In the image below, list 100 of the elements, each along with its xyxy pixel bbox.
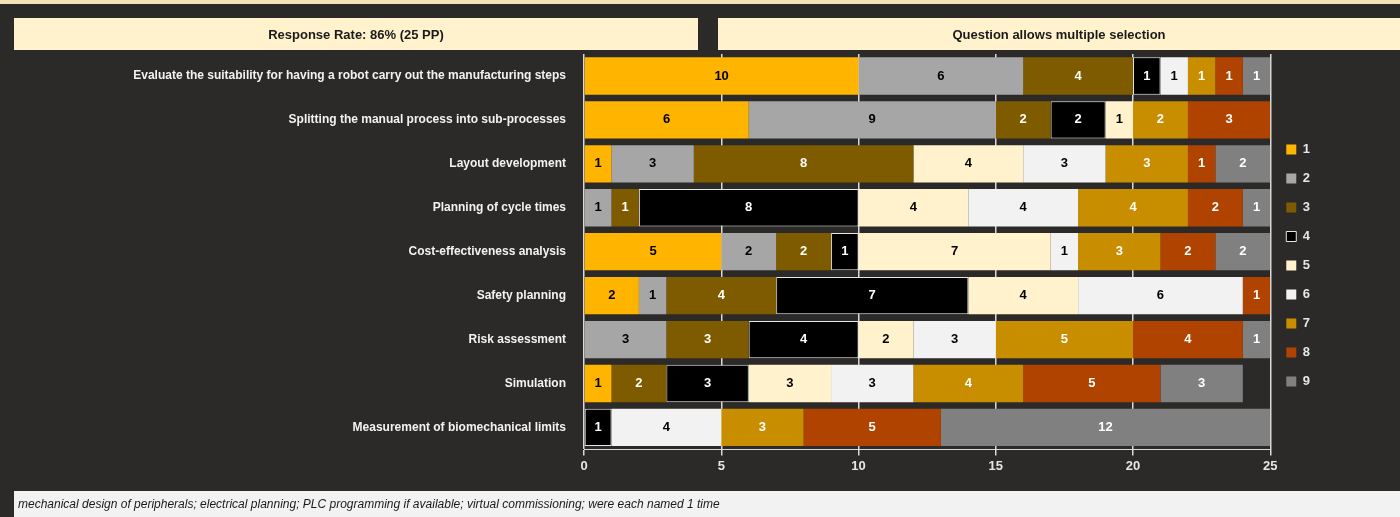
legend-label: 9 <box>1302 373 1310 389</box>
data-label: 3 <box>868 375 876 391</box>
bar <box>831 364 914 403</box>
bar <box>913 145 1024 183</box>
y-tick-label: Evaluate the suitability for having a robot carry out the manufacturing steps <box>133 68 567 83</box>
bar <box>1215 233 1271 271</box>
x-tick-label: 20 <box>1125 457 1141 473</box>
y-tick-label: Safety planning <box>476 287 566 302</box>
data-label: 2 <box>635 375 643 391</box>
data-label: 1 <box>1252 287 1261 303</box>
data-label: 3 <box>621 331 630 347</box>
data-label: 6 <box>937 67 945 83</box>
data-label: 3 <box>786 375 794 391</box>
data-label: 3 <box>703 375 712 391</box>
data-label: 10 <box>714 67 729 83</box>
bar <box>611 145 694 183</box>
data-label: 2 <box>1156 111 1165 127</box>
data-label: 2 <box>608 287 616 303</box>
data-label: 1 <box>1060 243 1069 259</box>
data-label: 4 <box>1019 287 1028 303</box>
bar <box>1187 145 1216 183</box>
data-label: 12 <box>1098 419 1113 435</box>
data-label: 4 <box>1019 199 1028 215</box>
bar <box>1078 276 1243 315</box>
bar <box>748 101 996 139</box>
bar <box>584 101 749 139</box>
bar <box>776 233 832 271</box>
legend-label: 7 <box>1302 315 1310 331</box>
bar <box>638 276 667 315</box>
data-label: 4 <box>964 375 973 391</box>
legend-label: 6 <box>1302 286 1310 302</box>
data-label: 6 <box>1156 287 1165 303</box>
data-label: 3 <box>950 331 959 347</box>
bar <box>748 364 832 403</box>
data-label: 4 <box>662 419 671 435</box>
bar <box>968 189 1079 227</box>
y-tick-label: Splitting the manual process into sub-processes <box>288 112 567 127</box>
x-tick-label: 10 <box>851 457 866 473</box>
bar <box>584 189 612 227</box>
data-label: 4 <box>909 199 918 215</box>
bar <box>858 233 1051 271</box>
data-label: 1 <box>1115 111 1123 127</box>
data-label: 8 <box>799 155 808 171</box>
bar <box>1133 320 1243 359</box>
data-label: 3 <box>1143 155 1151 171</box>
data-label: 1 <box>594 199 602 215</box>
data-label: 5 <box>868 419 876 435</box>
x-tick-label: 25 <box>1263 457 1278 473</box>
bar <box>584 320 667 359</box>
bar <box>1242 276 1271 315</box>
data-label: 2 <box>1211 199 1219 215</box>
data-label: 3 <box>649 155 657 171</box>
legend-label: 1 <box>1302 141 1310 157</box>
bar <box>1242 320 1271 359</box>
x-tick-label: 0 <box>580 457 588 473</box>
y-tick-label: Layout development <box>449 156 566 171</box>
bar <box>1187 189 1243 227</box>
data-label: 1 <box>1252 199 1261 215</box>
bar <box>584 364 612 403</box>
bar <box>995 320 1134 359</box>
bar <box>666 276 777 315</box>
bar <box>1215 145 1271 183</box>
bar <box>584 233 722 271</box>
bar <box>995 101 1051 139</box>
legend-label: 3 <box>1302 199 1310 215</box>
bar <box>721 233 777 271</box>
data-label: 2 <box>882 331 890 347</box>
data-label: 1 <box>649 287 657 303</box>
bar <box>611 189 639 227</box>
bar <box>1242 189 1271 227</box>
bar <box>1187 57 1216 95</box>
data-label: 9 <box>868 111 876 127</box>
bar <box>584 57 859 95</box>
bar <box>666 320 749 359</box>
data-label: 4 <box>964 155 973 171</box>
text: mechanical design of peripherals; electrical planning; PLC programming if available; virtual commissioning; were each named 1 time <box>14 491 1400 517</box>
bar <box>584 276 639 315</box>
data-label: 4 <box>717 287 726 303</box>
data-label: 1 <box>1252 331 1261 347</box>
data-label: 1 <box>841 243 849 259</box>
bar <box>940 408 1271 447</box>
data-label: 3 <box>703 331 712 347</box>
bar <box>1242 57 1271 95</box>
y-tick-label: Measurement of biomechanical limits <box>352 419 567 434</box>
data-label: 1 <box>594 155 602 171</box>
data-label: 1 <box>1225 67 1233 83</box>
data-label: 6 <box>663 111 671 127</box>
bar <box>584 145 612 183</box>
bar <box>693 145 914 183</box>
legend-label: 4 <box>1302 228 1311 244</box>
data-label: 1 <box>594 419 602 435</box>
data-label: 3 <box>1115 243 1123 259</box>
bar <box>1160 57 1188 95</box>
y-tick-label: Cost-effectiveness analysis <box>408 244 567 259</box>
bar <box>1078 233 1161 271</box>
y-tick-label: Risk assessment <box>468 331 566 346</box>
data-label: 2 <box>1239 155 1247 171</box>
data-label: 8 <box>745 199 753 215</box>
data-label: 5 <box>649 243 657 259</box>
data-label: 3 <box>1225 111 1233 127</box>
